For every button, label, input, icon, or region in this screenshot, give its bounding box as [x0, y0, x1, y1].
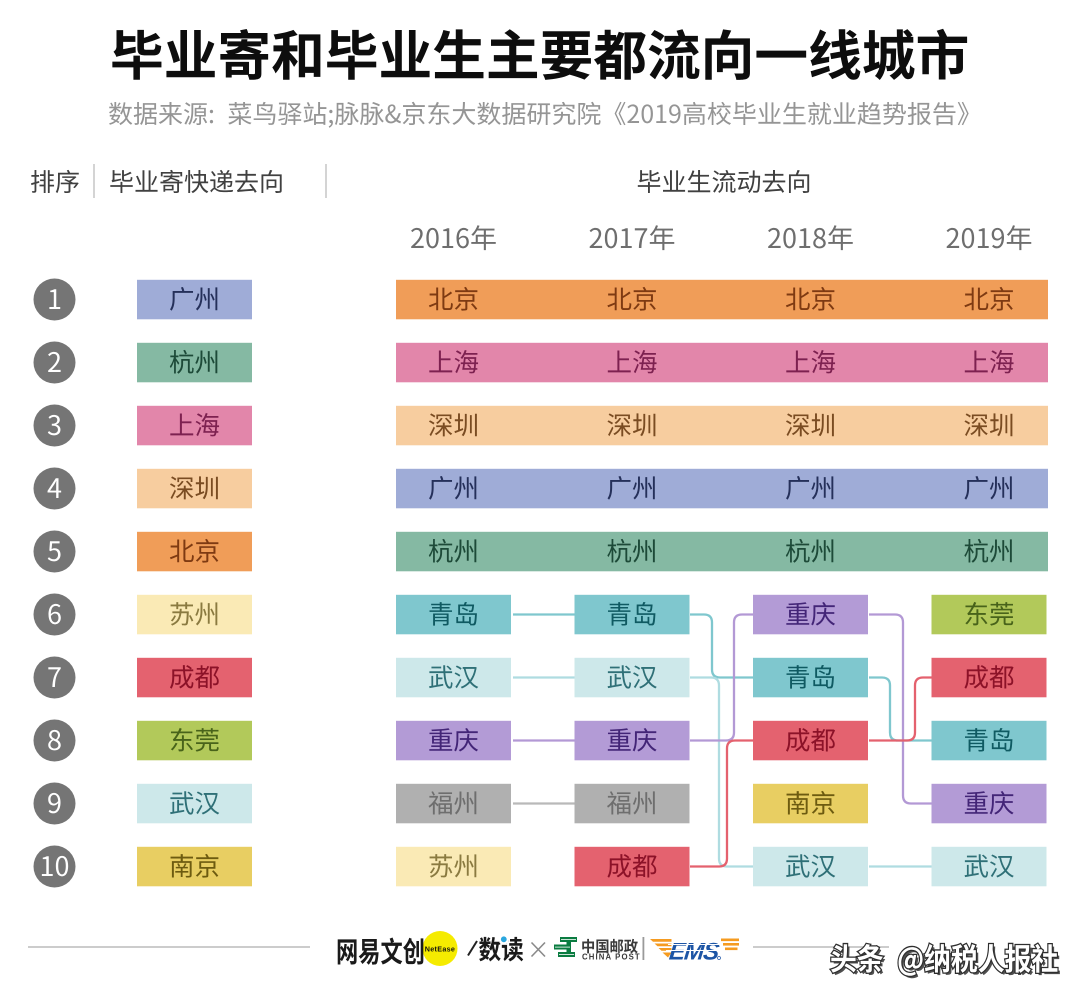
svg-text:NetEase: NetEase: [425, 945, 455, 954]
svg-text:EMS: EMS: [668, 939, 721, 966]
svg-text:CHINA POST: CHINA POST: [582, 953, 641, 962]
